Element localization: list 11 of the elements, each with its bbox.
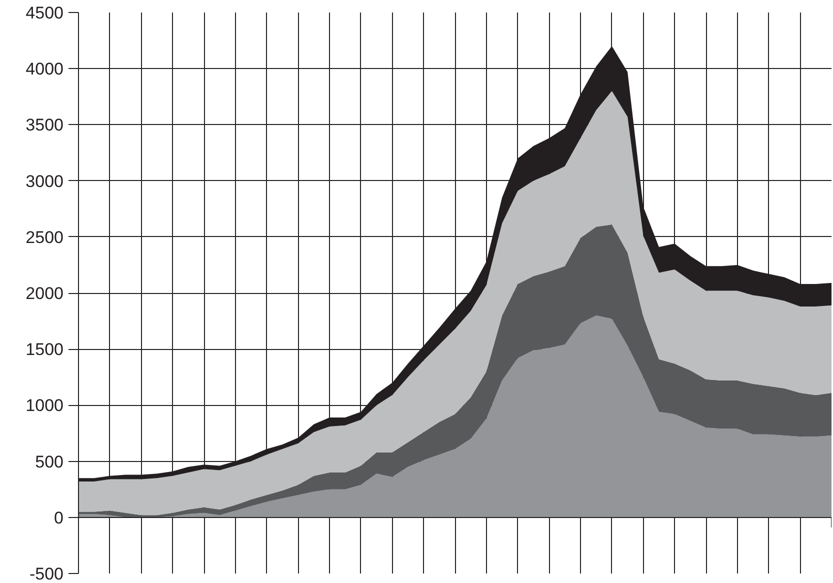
y-tick-label: -500 [29,564,64,583]
y-tick-label: 1000 [26,396,64,416]
y-tick-label: 1500 [26,340,64,360]
y-tick-label: 3500 [26,116,64,135]
y-tick-label: 4000 [26,60,64,79]
y-tick-label: 0 [54,508,64,528]
y-tick-label: 4500 [26,4,64,22]
y-tick-label: 3000 [26,172,64,191]
y-tick-label: 500 [35,452,64,472]
y-tick-label: 2000 [26,284,64,303]
y-tick-label: 2500 [26,228,64,247]
